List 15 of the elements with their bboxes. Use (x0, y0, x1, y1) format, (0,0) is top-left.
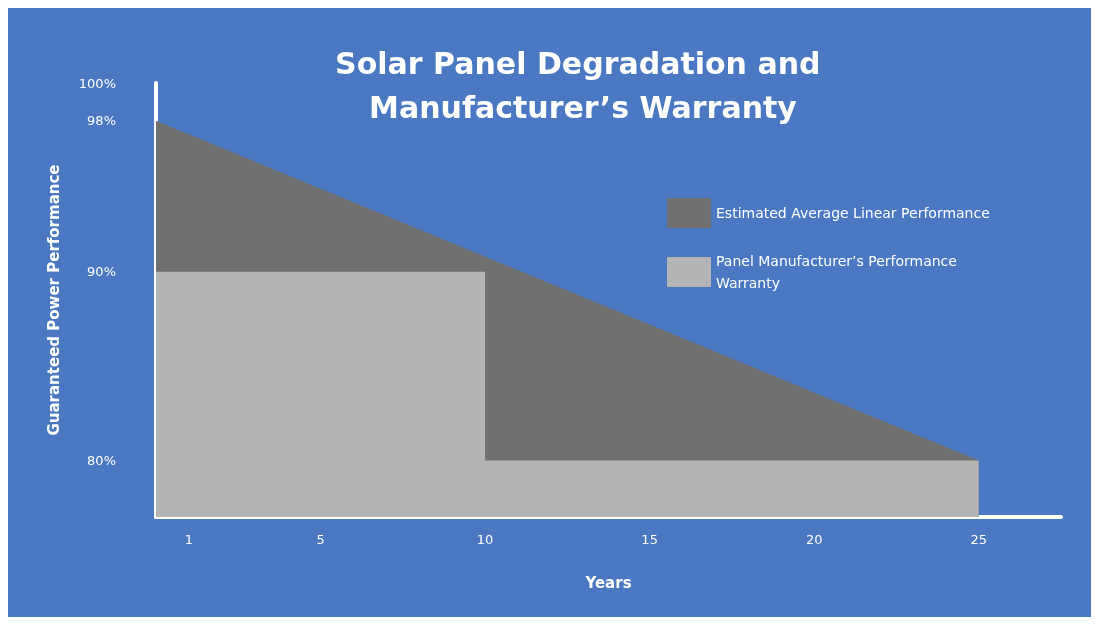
y-tick-label: 100% (78, 75, 116, 91)
x-tick-label: 20 (805, 532, 823, 547)
legend-label: Panel Manufacturer’s Performance Warranty (716, 253, 962, 291)
x-tick-label: 10 (476, 532, 494, 547)
x-tick-label: 1 (184, 532, 194, 547)
legend-label: Estimated Average Linear Performance (716, 205, 990, 221)
x-tick-label: 5 (316, 532, 325, 547)
x-axis-title: Years (584, 573, 632, 592)
x-tick-label: 15 (641, 532, 658, 547)
y-tick-label: 90% (87, 264, 116, 280)
chart-title: Solar Panel Degradation and Manufacturer’s Warranty (335, 45, 831, 125)
y-tick-label: 80% (87, 452, 116, 468)
x-tick-label: 25 (970, 532, 987, 547)
y-tick-label: 98% (87, 113, 116, 129)
y-axis-title: Guaranteed Power Performance (44, 164, 63, 436)
